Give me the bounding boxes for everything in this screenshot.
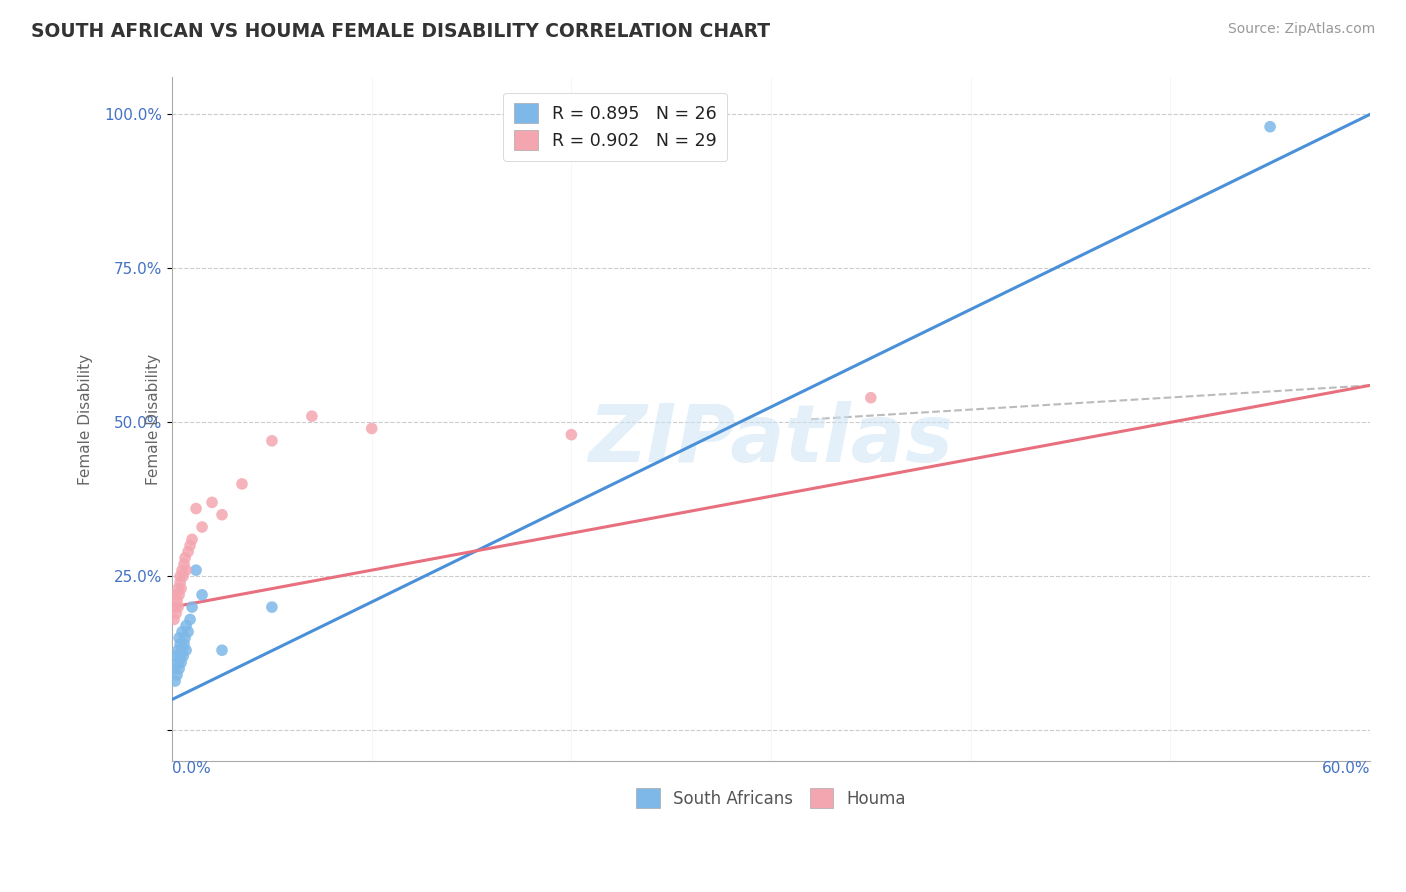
- Point: [169, 569, 191, 583]
- Point: [167, 600, 190, 615]
- Point: [167, 588, 190, 602]
- Point: [859, 391, 882, 405]
- Text: Source: ZipAtlas.com: Source: ZipAtlas.com: [1227, 22, 1375, 37]
- Y-axis label: Female Disability: Female Disability: [146, 354, 162, 485]
- Point: [167, 631, 190, 645]
- Point: [211, 643, 233, 657]
- Point: [179, 612, 201, 626]
- Point: [181, 600, 204, 615]
- Point: [170, 656, 193, 670]
- Point: [201, 495, 224, 509]
- Point: [173, 557, 195, 571]
- Point: [177, 544, 200, 558]
- Point: [169, 649, 191, 664]
- Point: [172, 643, 194, 657]
- Point: [163, 612, 186, 626]
- Point: [181, 533, 204, 547]
- Point: [169, 637, 191, 651]
- Point: [169, 575, 191, 590]
- Point: [172, 569, 194, 583]
- Point: [174, 550, 197, 565]
- Point: [167, 662, 190, 676]
- Point: [174, 563, 197, 577]
- Point: [166, 594, 188, 608]
- Point: [177, 624, 200, 639]
- Point: [191, 588, 214, 602]
- Point: [184, 501, 207, 516]
- Point: [172, 624, 194, 639]
- Point: [231, 477, 253, 491]
- Point: [173, 637, 195, 651]
- Point: [174, 631, 197, 645]
- Point: [260, 600, 283, 615]
- Point: [360, 421, 382, 435]
- Point: [179, 539, 201, 553]
- Point: [165, 600, 187, 615]
- Text: 0.0%: 0.0%: [172, 761, 211, 776]
- Point: [167, 582, 190, 596]
- Point: [191, 520, 214, 534]
- Point: [560, 427, 582, 442]
- Point: [174, 618, 197, 632]
- Point: [174, 643, 197, 657]
- Point: [301, 409, 323, 424]
- Point: [211, 508, 233, 522]
- Text: ZIPatlas: ZIPatlas: [589, 401, 953, 479]
- Point: [172, 563, 194, 577]
- Point: [165, 607, 187, 621]
- Point: [165, 588, 187, 602]
- Point: [170, 582, 193, 596]
- Point: [167, 656, 190, 670]
- Point: [1258, 120, 1281, 134]
- Point: [166, 668, 188, 682]
- Point: [172, 649, 194, 664]
- Point: [167, 643, 190, 657]
- Y-axis label: Female Disability: Female Disability: [79, 354, 93, 485]
- Point: [184, 563, 207, 577]
- Point: [165, 649, 187, 664]
- Text: 60.0%: 60.0%: [1322, 761, 1369, 776]
- Point: [165, 673, 187, 688]
- Legend: South Africans, Houma: South Africans, Houma: [630, 781, 912, 814]
- Point: [260, 434, 283, 448]
- Text: SOUTH AFRICAN VS HOUMA FEMALE DISABILITY CORRELATION CHART: SOUTH AFRICAN VS HOUMA FEMALE DISABILITY…: [31, 22, 770, 41]
- Point: [163, 662, 186, 676]
